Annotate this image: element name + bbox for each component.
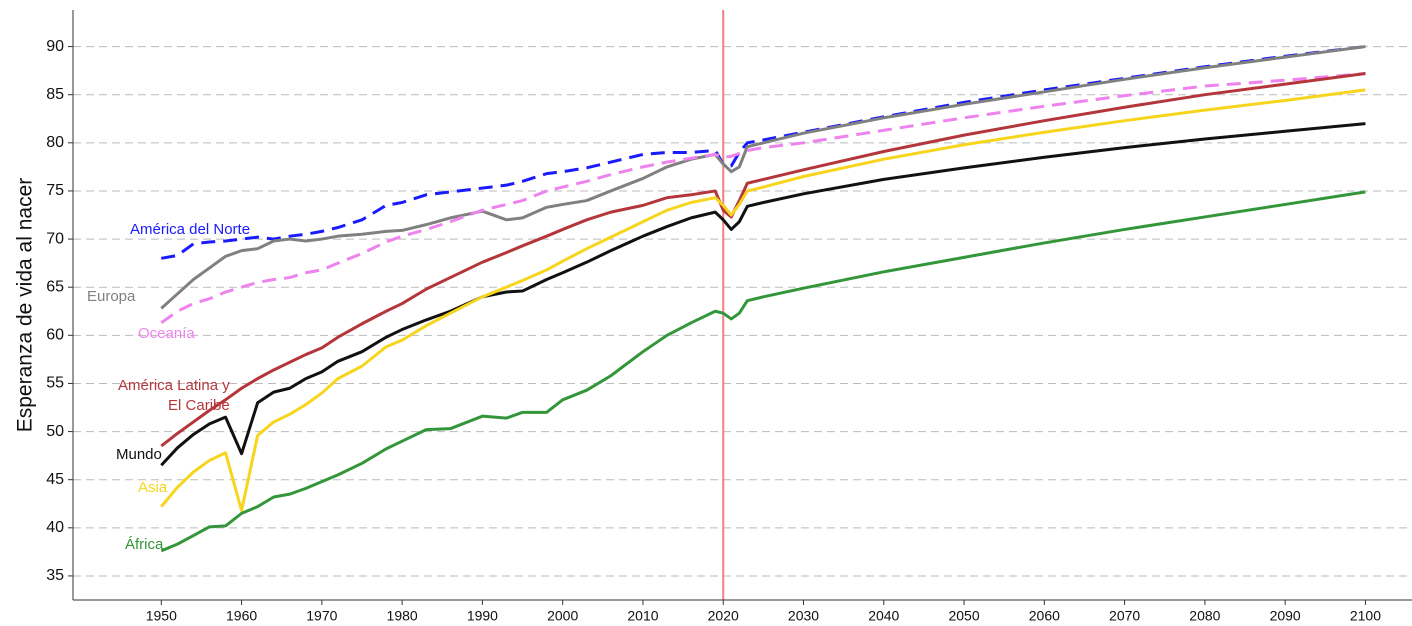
series-line [160, 45, 1366, 310]
series-line [160, 72, 1366, 448]
x-tick-label: 2010 [627, 608, 658, 624]
y-tick-label: 65 [46, 278, 64, 295]
series-label: América Latina y El Caribe [118, 377, 230, 414]
y-tick-label: 50 [46, 423, 64, 440]
series-label: Oceanía [138, 325, 195, 342]
series-label: África [125, 536, 164, 553]
y-tick-label: 45 [46, 471, 64, 488]
y-axis-label: Esperanza de vida al nacer [14, 178, 37, 433]
x-tick-label: 2080 [1189, 608, 1220, 624]
series-label: Europa [87, 288, 136, 305]
y-tick-label: 85 [46, 86, 64, 103]
y-tick-label: 75 [46, 182, 64, 199]
series-line [161, 45, 1366, 260]
x-tick-label: 2090 [1270, 608, 1301, 624]
y-tick-label: 55 [46, 375, 64, 392]
series-line [160, 88, 1366, 512]
x-tick-label: 2100 [1350, 608, 1381, 624]
x-tick-label: 2030 [788, 608, 819, 624]
y-tick-label: 40 [46, 519, 64, 536]
x-tick-label: 2040 [868, 608, 899, 624]
series-label: Asia [138, 479, 168, 496]
series-line [160, 122, 1366, 467]
series-line [160, 72, 1366, 325]
y-tick-label: 90 [46, 38, 64, 55]
series-line [160, 190, 1366, 553]
y-tick-label: 80 [46, 134, 64, 151]
x-tick-label: 1970 [306, 608, 337, 624]
x-tick-label: 2020 [708, 608, 739, 624]
x-tick-label: 1990 [467, 608, 498, 624]
y-tick-label: 70 [46, 230, 64, 247]
x-tick-label: 1980 [387, 608, 418, 624]
y-tick-label: 60 [46, 327, 64, 344]
x-tick-label: 1950 [146, 608, 177, 624]
y-tick-label: 35 [46, 567, 64, 584]
series-label: Mundo [116, 446, 162, 463]
series-label: América del Norte [130, 221, 251, 238]
x-tick-label: 1960 [226, 608, 257, 624]
x-tick-label: 2060 [1029, 608, 1060, 624]
x-tick-label: 2050 [948, 608, 979, 624]
x-tick-label: 2000 [547, 608, 578, 624]
x-tick-label: 2070 [1109, 608, 1140, 624]
